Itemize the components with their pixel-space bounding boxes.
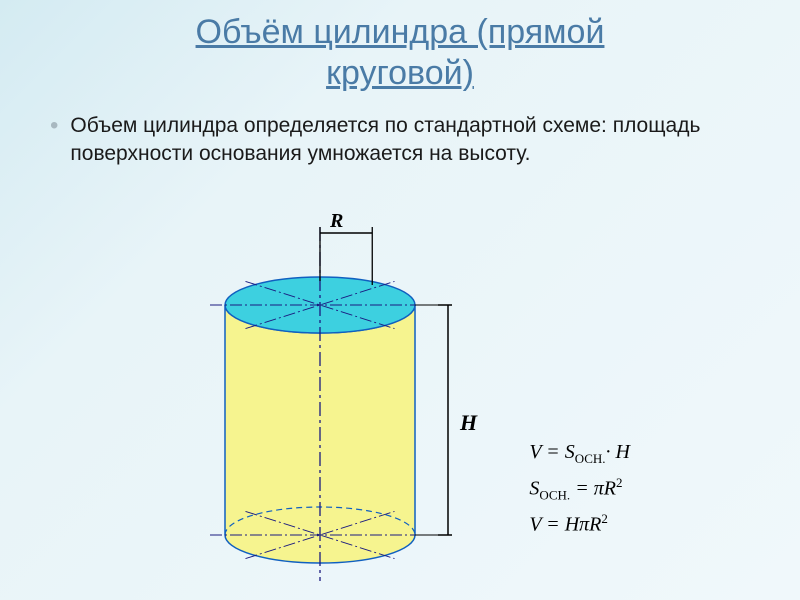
cylinder-diagram: R H V = SОСН.· H SОСН. = πR2 V = HπR2 (200, 215, 640, 595)
f1-lhs: V = (529, 441, 564, 463)
f1-h: H (616, 441, 630, 463)
formula-volume-2: V = HπR2 (529, 511, 630, 537)
formula-area: SОСН. = πR2 (529, 475, 630, 504)
height-label: H (460, 410, 477, 436)
formula-volume-1: V = SОСН.· H (529, 441, 630, 467)
f1-dot: · (606, 441, 616, 463)
title-line-2: круговой) (326, 54, 474, 92)
radius-label: R (330, 210, 343, 233)
f3-r: R (589, 514, 601, 536)
f2-sub: ОСН. (539, 487, 570, 502)
f3-pi: π (579, 514, 589, 536)
f2-eq: = (570, 477, 594, 499)
f2-pi: π (594, 477, 604, 499)
cylinder-svg (200, 215, 500, 585)
bullet-text: Объем цилиндра определяется по стандартн… (70, 112, 760, 169)
bullet-dot-icon: • (50, 114, 58, 138)
formulas-block: V = SОСН.· H SОСН. = πR2 V = HπR2 (529, 433, 630, 545)
f2-sup: 2 (616, 475, 623, 490)
bullet-section: • Объем цилиндра определяется по стандар… (0, 94, 800, 169)
f3-lhs: V = (529, 514, 564, 536)
f1-s: S (565, 441, 575, 463)
f2-s: S (529, 477, 539, 499)
f3-h: H (565, 514, 579, 536)
f1-sub: ОСН. (575, 451, 606, 466)
title-line-1: Объём цилиндра (прямой (196, 13, 605, 51)
bullet-item: • Объем цилиндра определяется по стандар… (50, 112, 760, 169)
f2-r: R (604, 477, 616, 499)
f3-sup: 2 (601, 511, 608, 526)
slide-title: Объём цилиндра (прямой круговой) (0, 0, 800, 94)
